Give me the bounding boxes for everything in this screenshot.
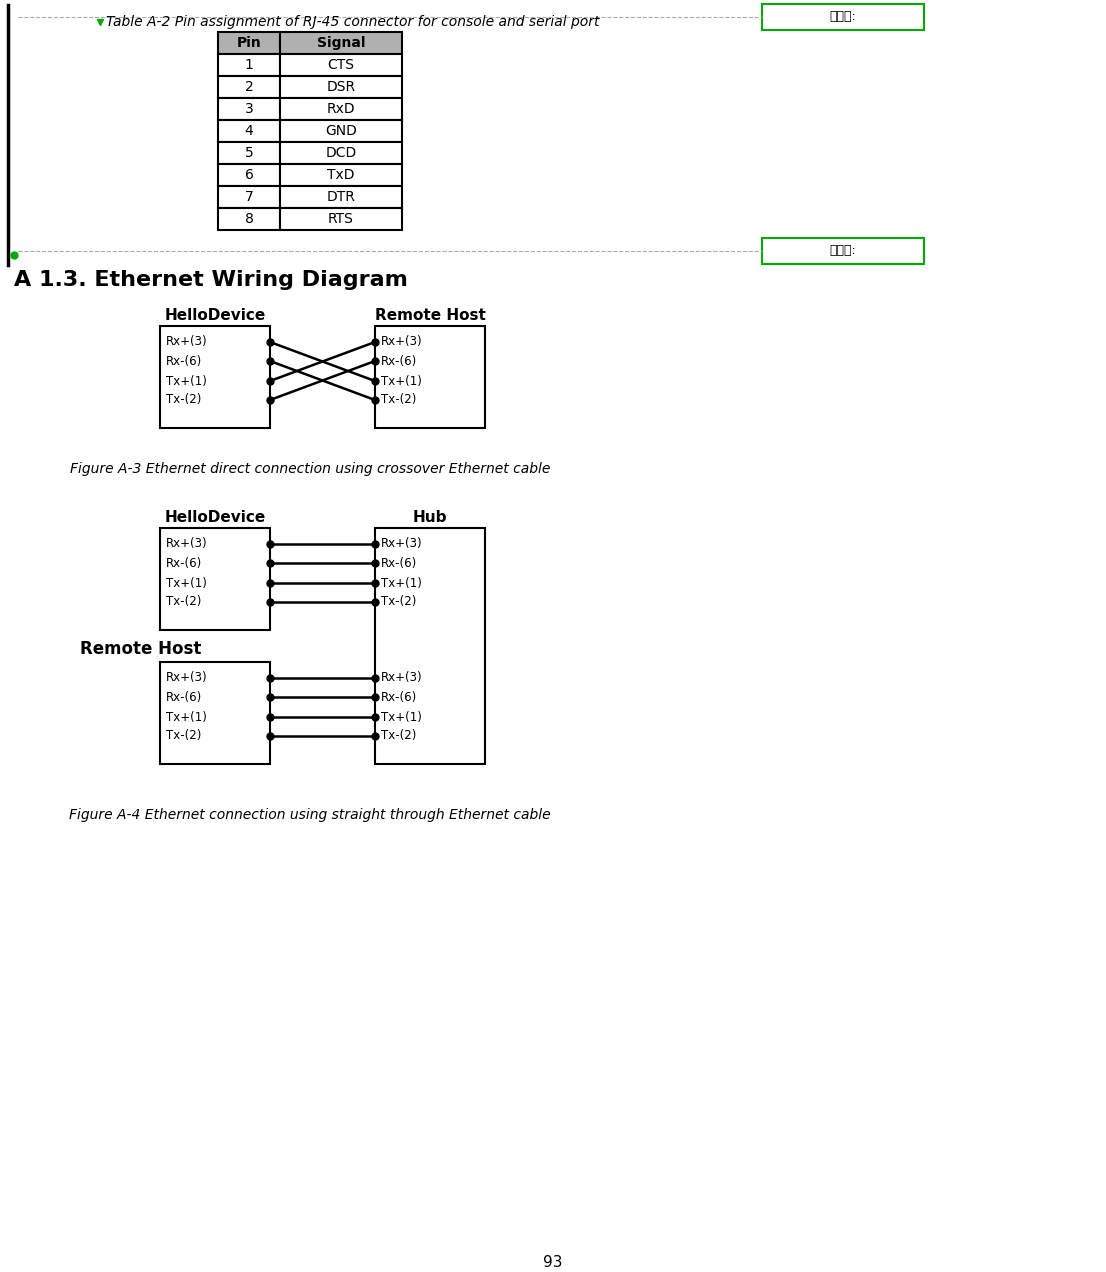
Bar [218,164,280,186]
Text: Rx+(3): Rx+(3) [166,672,208,684]
Bar [280,120,401,142]
Bar [280,76,401,98]
Text: 8: 8 [244,212,253,226]
Text: Rx+(3): Rx+(3) [380,538,422,551]
Bar [218,53,280,76]
Bar [218,142,280,164]
Text: Rx+(3): Rx+(3) [166,336,208,349]
Text: Rx-(6): Rx-(6) [166,691,202,703]
Text: Hub: Hub [413,510,447,525]
Text: Tx+(1): Tx+(1) [166,711,207,724]
Text: Rx-(6): Rx-(6) [166,355,202,368]
Text: 4: 4 [244,123,253,137]
Text: Tx-(2): Tx-(2) [166,393,201,407]
Bar [218,76,280,98]
Bar [218,98,280,120]
Text: HelloDevice: HelloDevice [165,308,265,323]
Text: Tx-(2): Tx-(2) [166,595,201,608]
Text: Rx+(3): Rx+(3) [380,672,422,684]
Text: DCD: DCD [325,146,356,160]
Text: DSR: DSR [326,80,355,94]
Text: Rx-(6): Rx-(6) [380,557,417,570]
Bar [280,164,401,186]
Text: 2: 2 [244,80,253,94]
Bar [218,186,280,209]
Text: Figure A-3 Ethernet direct connection using crossover Ethernet cable: Figure A-3 Ethernet direct connection us… [70,462,550,476]
Text: CTS: CTS [327,59,355,73]
Text: Pin: Pin [237,36,261,50]
Text: 1: 1 [244,59,253,73]
Text: Rx+(3): Rx+(3) [166,538,208,551]
Bar [280,186,401,209]
Text: RxD: RxD [326,102,355,116]
Bar [280,209,401,230]
Text: 삭제됨:: 삭제됨: [830,244,856,257]
Text: DTR: DTR [326,190,355,204]
Text: 3: 3 [244,102,253,116]
Text: 6: 6 [244,168,253,182]
Text: Rx-(6): Rx-(6) [166,557,202,570]
Bar [160,661,270,764]
Bar [280,142,401,164]
Text: Remote Host: Remote Host [375,308,486,323]
Text: Tx+(1): Tx+(1) [380,576,421,589]
Bar [375,528,486,764]
Text: 7: 7 [244,190,253,204]
Text: TxD: TxD [327,168,355,182]
Text: HelloDevice: HelloDevice [165,510,265,525]
Bar [218,120,280,142]
Bar [280,53,401,76]
Text: Figure A-4 Ethernet connection using straight through Ethernet cable: Figure A-4 Ethernet connection using str… [70,808,551,822]
Text: RTS: RTS [328,212,354,226]
Bar [160,528,270,630]
Text: A 1.3. Ethernet Wiring Diagram: A 1.3. Ethernet Wiring Diagram [14,270,408,290]
Text: 삭제됨:: 삭제됨: [830,10,856,23]
Text: Tx+(1): Tx+(1) [380,711,421,724]
Bar [280,32,401,53]
Text: Tx-(2): Tx-(2) [380,730,416,743]
Text: Remote Host: Remote Host [80,640,201,658]
Text: Rx-(6): Rx-(6) [380,691,417,703]
Text: 93: 93 [543,1255,563,1269]
Text: Tx-(2): Tx-(2) [166,730,201,743]
Text: Tx+(1): Tx+(1) [380,374,421,388]
Bar [280,98,401,120]
Text: Table A-2 Pin assignment of RJ-45 connector for console and serial port: Table A-2 Pin assignment of RJ-45 connec… [106,15,599,29]
Bar [160,326,270,427]
Text: Rx-(6): Rx-(6) [380,355,417,368]
Text: GND: GND [325,123,357,137]
Text: Rx+(3): Rx+(3) [380,336,422,349]
Bar [762,238,924,265]
Bar [218,32,280,53]
Bar [375,326,486,427]
Bar [762,4,924,31]
Text: Tx+(1): Tx+(1) [166,374,207,388]
Text: 5: 5 [244,146,253,160]
Text: Signal: Signal [316,36,365,50]
Bar [218,209,280,230]
Text: Tx-(2): Tx-(2) [380,595,416,608]
Text: Tx+(1): Tx+(1) [166,576,207,589]
Text: Tx-(2): Tx-(2) [380,393,416,407]
